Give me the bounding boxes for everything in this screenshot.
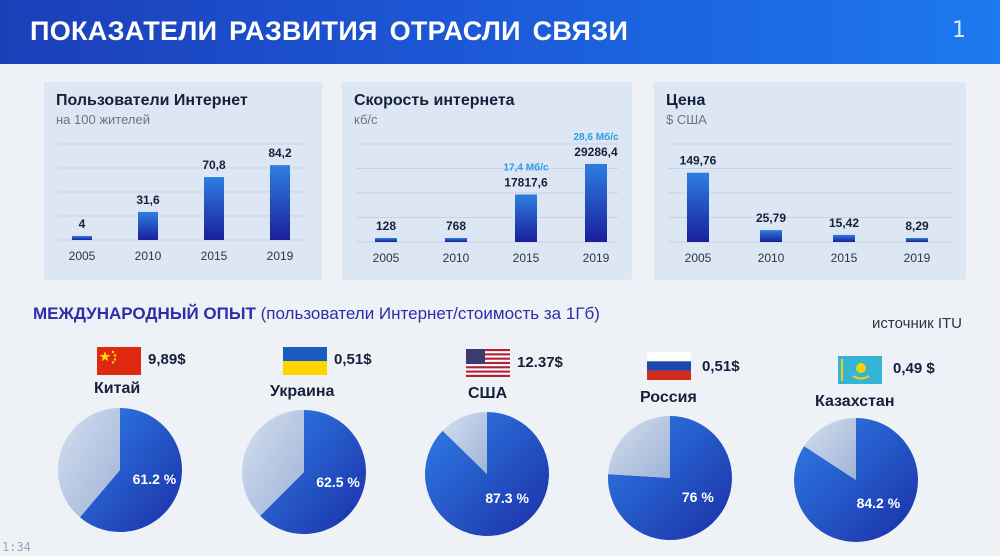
x-tick-label: 2010: [758, 251, 785, 265]
country-name: США: [468, 385, 508, 402]
video-timestamp: 1:34: [2, 540, 31, 554]
price-panel: Цена $ США 149,76 2005 25,79 2010 15,42 2015 8…: [654, 82, 966, 280]
pie-slice-main: [79, 408, 183, 532]
panel-title: Пользователи Интернет: [56, 92, 248, 109]
x-tick-label: 2019: [583, 251, 610, 265]
internet-users-bar-chart: 4 2005 31,6 2010 70,8 2015 84,2 2019: [58, 143, 308, 263]
page-number: 1: [952, 18, 966, 43]
pie-slice-main: [260, 410, 366, 534]
bar-value-label: 15,42: [829, 216, 859, 230]
x-tick-label: 2015: [513, 251, 540, 265]
pie-slice-rest: [58, 408, 120, 518]
bar: [270, 165, 290, 240]
russia-flag-icon: [647, 352, 691, 380]
pie-percent-label: 61.2 %: [133, 471, 177, 487]
section-title-subtitle: (пользователи Интернет/стоимость за 1Гб): [260, 304, 600, 323]
usa-flag-icon: [466, 349, 510, 377]
pie-percent-label: 87.3 %: [485, 490, 529, 506]
bar-value-label: 8,29: [905, 219, 929, 233]
bar-value-label: 149,76: [680, 154, 717, 168]
country-price: 0,49 $: [893, 360, 935, 377]
bar: [906, 238, 928, 242]
bar-value-label: 25,79: [756, 211, 786, 225]
pie-slice-rest: [608, 416, 670, 478]
pie-slice-main: [424, 412, 549, 536]
pie-slice-main: [607, 415, 732, 540]
pie-slice-rest: [442, 412, 487, 474]
bar-value-label: 4: [79, 217, 86, 231]
country-name: Украина: [270, 383, 335, 400]
price-bar-chart: 149,76 2005 25,79 2010 15,42 2015 8,29 2019: [668, 143, 952, 265]
bar: [72, 236, 92, 240]
x-tick-label: 2019: [267, 249, 294, 263]
bar-annotation: 28,6 Мб/с: [573, 131, 619, 143]
ukraine-flag-icon: [283, 347, 327, 375]
panel-subtitle: $ США: [666, 112, 707, 127]
bar: [760, 230, 782, 242]
page-title: ПОКАЗАТЕЛИ РАЗВИТИЯ ОТРАСЛИ СВЯЗИ: [30, 16, 629, 46]
country-name: Россия: [640, 389, 697, 406]
country-price: 0,51$: [702, 358, 740, 375]
source-note: источник ITU: [872, 315, 962, 332]
country-name: Казахстан: [815, 393, 895, 410]
bar-value-label: 17817,6: [504, 175, 548, 189]
pie-percent-label: 62.5 %: [316, 474, 360, 490]
bar: [833, 234, 855, 242]
bar-value-label: 70,8: [202, 158, 226, 172]
internet-speed-panel: Скорость интернета кб/с 128 2005 768 2010 17…: [342, 82, 632, 280]
panel-title: Скорость интернета: [354, 92, 515, 109]
x-tick-label: 2005: [685, 251, 712, 265]
x-tick-label: 2005: [69, 249, 96, 263]
bar: [515, 194, 537, 242]
kazakhstan-flag-icon: [838, 356, 882, 384]
pie-percent-label: 76 %: [682, 489, 714, 505]
panel-subtitle: на 100 жителей: [56, 112, 150, 127]
panel-subtitle: кб/с: [354, 112, 378, 127]
country-name: Китай: [94, 380, 141, 397]
x-tick-label: 2019: [904, 251, 931, 265]
pie-percent-label: 84.2 %: [857, 495, 901, 511]
bar: [204, 177, 224, 240]
china-flag-icon: [97, 347, 141, 375]
bar: [687, 172, 709, 242]
bar: [138, 211, 158, 240]
panel-title: Цена: [666, 92, 706, 109]
bar: [585, 163, 607, 242]
bar-value-label: 29286,4: [574, 145, 618, 159]
header-banner: ПОКАЗАТЕЛИ РАЗВИТИЯ ОТРАСЛИ СВЯЗИ 1: [0, 0, 1000, 64]
bar: [375, 238, 397, 242]
x-tick-label: 2010: [443, 251, 470, 265]
bar-value-label: 128: [376, 219, 396, 233]
bar-value-label: 768: [446, 219, 466, 233]
country-price: 0,51$: [334, 351, 372, 368]
x-tick-label: 2015: [201, 249, 228, 263]
pie-slice-rest: [242, 409, 304, 516]
x-tick-label: 2010: [135, 249, 162, 263]
internet-speed-bar-chart: 128 2005 768 2010 17817,6 17,4 Мб/с 2015 29286,…: [356, 131, 619, 265]
bar-value-label: 84,2: [268, 146, 292, 160]
internet-users-panel: Пользователи Интернет на 100 жителей 4 20…: [44, 82, 322, 280]
x-tick-label: 2015: [831, 251, 858, 265]
pie-slice-main: [794, 418, 918, 542]
country-price: 9,89$: [148, 351, 186, 368]
section-title-bold: МЕЖДУНАРОДНЫЙ ОПЫТ: [33, 304, 256, 323]
bar-value-label: 31,6: [136, 193, 160, 207]
section-title: МЕЖДУНАРОДНЫЙ ОПЫТ (пользователи Интерне…: [33, 304, 600, 324]
pie-slice-rest: [804, 418, 856, 480]
country-price: 12.37$: [517, 354, 563, 371]
bar: [445, 238, 467, 242]
x-tick-label: 2005: [373, 251, 400, 265]
bar-annotation: 17,4 Мб/с: [503, 161, 549, 173]
